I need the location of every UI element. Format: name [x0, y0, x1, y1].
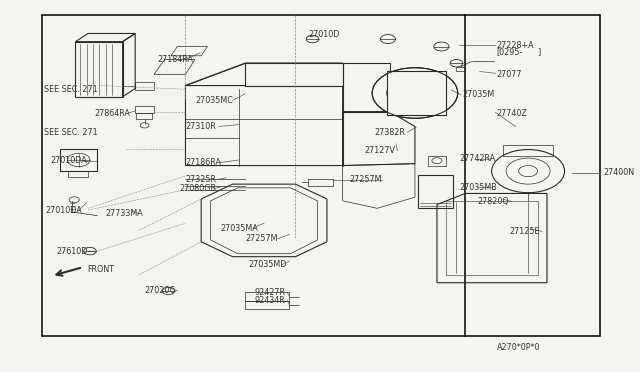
Text: ]: ] [538, 48, 541, 57]
Text: 27740Z: 27740Z [497, 109, 527, 118]
Text: 27820Q: 27820Q [478, 197, 509, 206]
Text: 27035M: 27035M [462, 90, 494, 99]
Text: 27077: 27077 [497, 70, 522, 79]
Text: FRONT: FRONT [87, 265, 114, 274]
Text: 27742RA: 27742RA [459, 154, 495, 163]
Text: 27186RA: 27186RA [186, 158, 221, 167]
Text: 27325R: 27325R [186, 175, 216, 184]
Text: 27864RA: 27864RA [94, 109, 130, 118]
Text: 27610D: 27610D [56, 247, 88, 256]
Text: 27010D: 27010D [308, 30, 339, 39]
Text: 27035MA: 27035MA [220, 224, 258, 232]
Text: 27184RA: 27184RA [157, 55, 193, 64]
Text: 27257M: 27257M [349, 175, 381, 184]
Text: 27035MC: 27035MC [195, 96, 233, 105]
Text: 27382R: 27382R [374, 128, 405, 137]
Text: 27080GB: 27080GB [179, 185, 216, 193]
Text: SEE SEC. 271: SEE SEC. 271 [44, 128, 98, 137]
Text: 92427R: 92427R [255, 288, 285, 297]
Polygon shape [245, 63, 342, 86]
Text: 27310R: 27310R [186, 122, 216, 131]
Text: 27228+A: 27228+A [497, 41, 534, 50]
Text: 27020C: 27020C [145, 286, 175, 295]
Polygon shape [387, 71, 446, 115]
Text: A270*0P*0: A270*0P*0 [497, 343, 540, 352]
Text: 27035MB: 27035MB [459, 183, 497, 192]
Text: 27010DA: 27010DA [51, 156, 87, 165]
Text: 27400N: 27400N [604, 169, 635, 177]
Text: 27733MA: 27733MA [106, 209, 143, 218]
Text: 27257M: 27257M [245, 234, 278, 243]
Text: 27010DA: 27010DA [45, 206, 82, 215]
Text: 27125E: 27125E [509, 227, 540, 236]
Text: 92434R: 92434R [255, 296, 285, 305]
Text: 27127V: 27127V [365, 146, 396, 155]
Text: 27035MD: 27035MD [248, 260, 287, 269]
Text: [0295-: [0295- [497, 48, 523, 57]
Text: SEE SEC. 271: SEE SEC. 271 [44, 85, 98, 94]
